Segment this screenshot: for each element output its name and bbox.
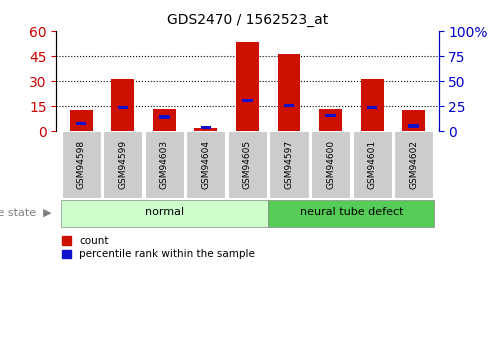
Text: GSM94602: GSM94602: [409, 140, 418, 189]
Bar: [70, 110, 93, 131]
Bar: [153, 109, 176, 131]
Text: GSM94601: GSM94601: [368, 140, 377, 189]
Bar: [319, 109, 342, 131]
Text: GSM94603: GSM94603: [160, 140, 169, 189]
Bar: [236, 42, 259, 131]
Bar: [243, 99, 252, 102]
Bar: [195, 128, 218, 131]
Legend: count, percentile rank within the sample: count, percentile rank within the sample: [62, 236, 255, 259]
Bar: [394, 131, 433, 198]
Bar: [361, 79, 384, 131]
Title: GDS2470 / 1562523_at: GDS2470 / 1562523_at: [167, 13, 328, 27]
Bar: [409, 125, 419, 128]
Bar: [62, 131, 101, 198]
Bar: [201, 126, 211, 129]
Bar: [277, 53, 300, 131]
Bar: [311, 131, 350, 198]
Bar: [367, 106, 377, 109]
Bar: [325, 114, 336, 117]
Bar: [228, 131, 267, 198]
Bar: [103, 131, 143, 198]
Text: GSM94597: GSM94597: [285, 140, 294, 189]
Text: GSM94605: GSM94605: [243, 140, 252, 189]
Text: GSM94598: GSM94598: [77, 140, 86, 189]
Bar: [159, 115, 170, 119]
Bar: [402, 110, 425, 131]
Text: GSM94599: GSM94599: [118, 140, 127, 189]
Bar: [186, 131, 225, 198]
Bar: [76, 122, 86, 125]
Text: GSM94600: GSM94600: [326, 140, 335, 189]
Bar: [268, 199, 435, 227]
Bar: [60, 199, 268, 227]
Bar: [353, 131, 392, 198]
Bar: [111, 79, 134, 131]
Bar: [118, 106, 128, 109]
Bar: [284, 104, 294, 107]
Text: GSM94604: GSM94604: [201, 140, 210, 189]
Text: normal: normal: [145, 207, 184, 217]
Text: disease state  ▶: disease state ▶: [0, 208, 51, 218]
Text: neural tube defect: neural tube defect: [299, 207, 403, 217]
Bar: [145, 131, 184, 198]
Bar: [270, 131, 309, 198]
